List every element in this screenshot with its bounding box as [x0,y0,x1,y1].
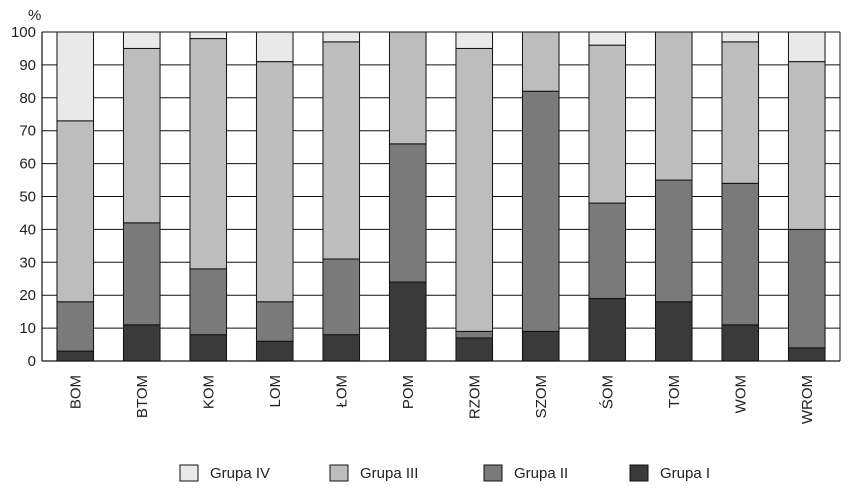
bar-btom-grupa-iii [122,47,161,224]
bar-rzom-grupa-iii [455,47,494,332]
bar-lom-grupa-ii [322,258,361,336]
bar-tom-grupa-iii [654,31,693,181]
y-tick-label-70: 70 [19,123,36,140]
bar-btom-grupa-iv [122,31,161,49]
bar-lom-grupa-iv [322,31,361,43]
bar-btom-grupa-i [122,324,161,362]
x-tick-label-tom: TOM [666,375,683,408]
bar-som-grupa-iii [588,44,627,204]
bar-szom-grupa-ii [521,90,560,332]
x-tick-label-wrom: WROM [799,375,816,424]
legend-swatch-grupa-i [629,464,649,482]
bar-som-grupa-iv [588,31,627,46]
bar-wom-grupa-ii [721,182,760,326]
bar-pom-grupa-i [388,281,427,362]
bar-lom-grupa-i [255,340,294,362]
bar-rzom-grupa-ii [455,330,494,339]
legend-swatch-grupa-iii [329,464,349,482]
x-tick-label-wom: WOM [732,375,749,413]
legend-label-grupa-iii: Grupa III [360,465,418,482]
axes [41,32,841,362]
legend-label-grupa-ii: Grupa II [514,465,568,482]
bar-tom-grupa-ii [654,179,693,303]
bar-szom-grupa-iii [521,31,560,92]
bar-wom-grupa-iii [721,41,760,184]
bar-lom-grupa-iv [255,31,294,63]
bars [56,31,826,362]
y-tick-label-80: 80 [19,90,36,107]
x-tick-label-btom: BTOM [134,375,151,418]
bar-lom-grupa-i [322,334,361,362]
y-tick-label-50: 50 [19,189,36,206]
bar-wrom-grupa-iii [787,61,826,230]
bar-rzom-grupa-i [455,337,494,362]
y-tick-label-0: 0 [28,353,36,370]
x-tick-labels: BOM BTOM KOM LOM ŁOM POM RZOM SZOM ŚOM TOM WOM WROM [67,375,816,424]
bar-som-grupa-ii [588,202,627,299]
x-tick-label-lom: ŁOM [333,375,350,408]
x-tick-label-som: ŚOM [598,375,616,409]
bar-bom-grupa-iv [56,31,95,122]
bar-som-grupa-i [588,297,627,362]
bar-bom-grupa-iii [56,120,95,303]
bar-szom-grupa-i [521,330,560,362]
x-tick-label-kom: KOM [200,375,217,409]
bar-btom-grupa-ii [122,222,161,326]
bar-tom-grupa-i [654,301,693,362]
x-tick-label-lom: LOM [267,375,284,408]
bar-kom-grupa-ii [189,268,228,336]
bar-kom-grupa-iv [189,31,228,40]
x-tick-label-pom: POM [400,375,417,409]
y-tick-label-60: 60 [19,156,36,173]
legend-swatch-grupa-ii [483,464,503,482]
bar-bom-grupa-i [56,350,95,362]
y-tick-label-20: 20 [19,287,36,304]
y-tick-label-90: 90 [19,57,36,74]
bar-wom-grupa-i [721,324,760,362]
bar-lom-grupa-iii [255,61,294,303]
grid-lines [42,31,840,362]
bar-wrom-grupa-i [787,347,826,362]
x-tick-label-bom: BOM [67,375,84,409]
y-tick-label-100: 100 [11,24,36,41]
bar-lom-grupa-iii [322,41,361,260]
legend-label-grupa-i: Grupa I [660,465,710,482]
bar-kom-grupa-iii [189,38,228,270]
legend: Grupa IV Grupa III Grupa II Grupa I [179,464,710,482]
bar-kom-grupa-i [189,334,228,362]
bar-wrom-grupa-ii [787,228,826,349]
bar-pom-grupa-iii [388,31,427,145]
bar-lom-grupa-ii [255,301,294,342]
bar-pom-grupa-ii [388,143,427,283]
bar-wrom-grupa-iv [787,31,826,63]
y-tick-label-10: 10 [19,320,36,337]
y-axis-unit: % [28,7,41,24]
legend-swatch-grupa-iv [179,464,199,482]
legend-label-grupa-iv: Grupa IV [210,465,270,482]
y-tick-label-40: 40 [19,221,36,238]
y-tick-label-30: 30 [19,254,36,271]
y-tick-labels: 0 10 20 30 40 50 60 70 80 90 100 [11,24,36,370]
bar-rzom-grupa-iv [455,31,494,49]
x-tick-label-rzom: RZOM [466,375,483,419]
bar-wom-grupa-iv [721,31,760,43]
x-tick-label-szom: SZOM [533,375,550,418]
bar-bom-grupa-ii [56,301,95,352]
